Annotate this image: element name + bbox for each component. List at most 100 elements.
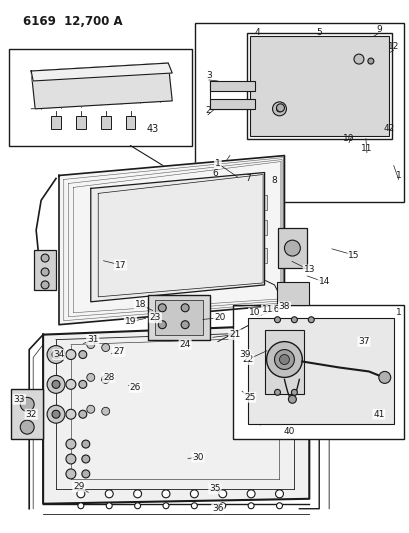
Bar — [175, 220, 197, 235]
Bar — [209, 196, 231, 211]
Circle shape — [52, 410, 60, 418]
Bar — [244, 220, 266, 235]
Text: 5: 5 — [316, 28, 321, 37]
Circle shape — [274, 350, 294, 369]
Text: 3: 3 — [206, 71, 211, 80]
Circle shape — [41, 281, 49, 289]
Circle shape — [353, 54, 363, 64]
Circle shape — [218, 490, 226, 498]
Circle shape — [219, 503, 225, 508]
Text: 12: 12 — [387, 42, 398, 51]
Bar — [125, 116, 135, 129]
Circle shape — [47, 345, 65, 364]
Text: 1: 1 — [395, 308, 400, 317]
Circle shape — [191, 503, 197, 508]
Circle shape — [82, 470, 90, 478]
Circle shape — [101, 344, 109, 352]
Text: 37: 37 — [357, 337, 369, 346]
Bar — [76, 116, 85, 129]
Text: 33: 33 — [13, 395, 25, 404]
Text: 1: 1 — [214, 159, 220, 168]
Circle shape — [276, 503, 282, 508]
Bar — [277, 228, 307, 268]
Circle shape — [82, 455, 90, 463]
Circle shape — [82, 440, 90, 448]
Polygon shape — [31, 63, 172, 81]
Circle shape — [20, 420, 34, 434]
Bar — [209, 81, 254, 91]
Text: 16: 16 — [268, 305, 280, 314]
Circle shape — [66, 350, 76, 360]
Bar — [209, 99, 254, 109]
Text: 28: 28 — [103, 373, 114, 382]
Text: 9: 9 — [375, 25, 381, 34]
Text: 6169  12,700 A: 6169 12,700 A — [23, 15, 123, 28]
Circle shape — [158, 321, 166, 329]
Circle shape — [247, 503, 254, 508]
Bar — [246, 33, 391, 139]
Bar — [276, 282, 308, 305]
Bar — [175, 248, 197, 263]
Circle shape — [52, 381, 60, 389]
Circle shape — [190, 490, 198, 498]
Text: 11: 11 — [360, 144, 372, 153]
Circle shape — [66, 469, 76, 479]
Text: 32: 32 — [25, 410, 37, 419]
Bar — [244, 248, 266, 263]
Bar — [247, 318, 393, 424]
Text: 19: 19 — [124, 317, 136, 326]
Text: 30: 30 — [192, 453, 203, 462]
Bar — [244, 196, 266, 211]
Bar — [195, 23, 402, 203]
Circle shape — [308, 317, 313, 322]
Polygon shape — [90, 173, 264, 302]
Circle shape — [276, 106, 282, 112]
Text: 20: 20 — [213, 313, 225, 322]
Circle shape — [20, 397, 34, 411]
Bar — [232, 305, 402, 439]
Circle shape — [79, 351, 87, 359]
Circle shape — [275, 490, 283, 498]
Circle shape — [158, 304, 166, 312]
Circle shape — [378, 372, 390, 383]
Text: 8: 8 — [271, 176, 277, 185]
Circle shape — [105, 490, 113, 498]
Polygon shape — [43, 325, 308, 504]
Text: 22: 22 — [241, 355, 253, 364]
Text: 21: 21 — [229, 330, 240, 339]
Text: 41: 41 — [372, 410, 384, 419]
Circle shape — [276, 104, 284, 112]
Bar — [101, 116, 110, 129]
Circle shape — [288, 395, 296, 403]
Text: 43: 43 — [146, 124, 158, 134]
Circle shape — [79, 410, 87, 418]
Text: 39: 39 — [238, 350, 250, 359]
Circle shape — [274, 389, 280, 395]
Text: 38: 38 — [278, 302, 290, 311]
Text: 17: 17 — [115, 261, 126, 270]
Text: 1: 1 — [395, 171, 400, 180]
Circle shape — [87, 374, 94, 382]
Polygon shape — [59, 156, 284, 325]
Circle shape — [181, 321, 189, 329]
Bar — [363, 66, 378, 91]
Circle shape — [66, 454, 76, 464]
Text: 35: 35 — [209, 484, 220, 494]
Circle shape — [291, 389, 297, 395]
Bar — [140, 220, 162, 235]
Text: 24: 24 — [179, 340, 190, 349]
Circle shape — [101, 407, 109, 415]
Circle shape — [367, 58, 373, 64]
Bar — [249, 36, 388, 136]
Bar — [9, 49, 192, 146]
Circle shape — [134, 503, 140, 508]
Circle shape — [266, 342, 301, 377]
Circle shape — [66, 439, 76, 449]
Text: 29: 29 — [73, 482, 84, 491]
Circle shape — [163, 503, 169, 508]
Circle shape — [274, 317, 280, 322]
Polygon shape — [31, 63, 172, 109]
Bar — [34, 250, 56, 290]
Circle shape — [272, 102, 286, 116]
Circle shape — [279, 354, 289, 365]
